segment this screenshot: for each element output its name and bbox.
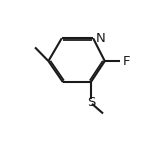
Text: F: F — [123, 55, 130, 68]
Text: N: N — [96, 32, 105, 45]
Text: S: S — [87, 96, 95, 109]
